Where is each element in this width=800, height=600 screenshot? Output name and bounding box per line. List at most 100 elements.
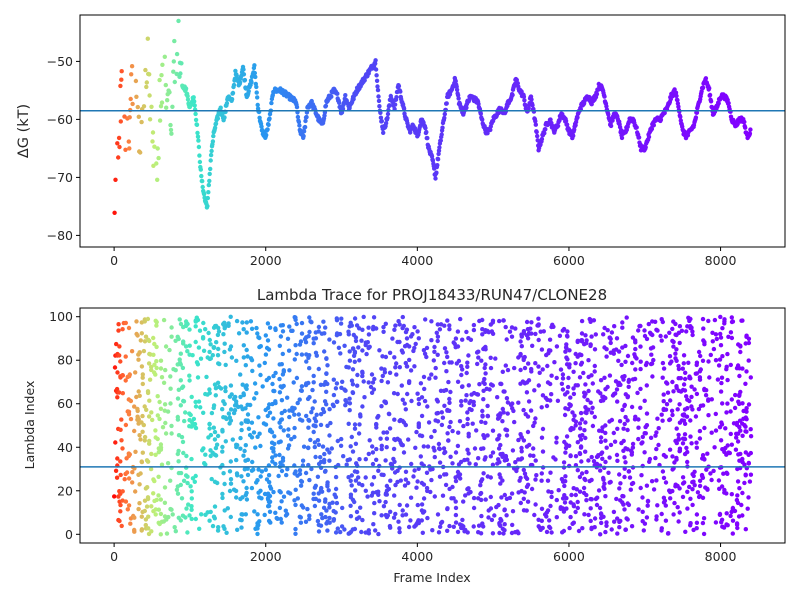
- data-point: [195, 134, 201, 139]
- data-point: [360, 517, 365, 523]
- data-point: [438, 138, 443, 143]
- data-point: [644, 383, 649, 388]
- data-point: [361, 314, 366, 320]
- data-point: [208, 509, 213, 515]
- data-point: [142, 404, 147, 409]
- data-point: [334, 318, 340, 323]
- data-point: [461, 423, 466, 429]
- data-point: [518, 475, 523, 481]
- data-point: [524, 476, 530, 481]
- data-point: [677, 402, 682, 407]
- data-point: [735, 525, 740, 531]
- data-point: [204, 374, 209, 380]
- data-point: [228, 383, 234, 388]
- data-point: [313, 483, 318, 488]
- data-point: [256, 415, 261, 420]
- data-point: [533, 361, 538, 366]
- data-point: [740, 513, 745, 518]
- data-point: [568, 395, 573, 400]
- data-point: [383, 354, 389, 360]
- data-point: [286, 433, 291, 438]
- data-point: [564, 342, 569, 347]
- data-point: [677, 449, 682, 454]
- data-point: [206, 330, 211, 336]
- data-point: [182, 418, 187, 424]
- data-point: [240, 382, 245, 387]
- data-point: [175, 491, 181, 496]
- data-point: [116, 328, 121, 333]
- data-point: [353, 338, 359, 344]
- data-point: [688, 316, 693, 322]
- data-point: [222, 341, 227, 346]
- data-point: [509, 325, 515, 330]
- data-point: [333, 530, 339, 535]
- data-point: [277, 343, 282, 348]
- data-point: [313, 496, 318, 502]
- data-point: [646, 134, 652, 140]
- y-tick-label: −60: [47, 112, 73, 127]
- data-point: [169, 423, 174, 429]
- data-point: [614, 452, 620, 458]
- data-point: [153, 452, 158, 457]
- data-point: [626, 502, 632, 508]
- data-point: [348, 444, 353, 449]
- data-point: [507, 329, 513, 334]
- data-point: [307, 315, 312, 320]
- data-point: [536, 316, 541, 321]
- data-point: [207, 387, 212, 392]
- data-point: [352, 316, 358, 321]
- data-point: [260, 384, 265, 389]
- data-point: [392, 102, 398, 107]
- data-point: [464, 105, 469, 110]
- data-point: [377, 499, 382, 504]
- data-point: [650, 332, 655, 338]
- data-point: [556, 488, 561, 493]
- data-point: [401, 106, 407, 111]
- data-point: [355, 372, 360, 378]
- data-point: [178, 470, 184, 476]
- data-point: [352, 426, 358, 431]
- data-point: [244, 386, 249, 392]
- data-point: [193, 425, 199, 431]
- data-point: [346, 421, 351, 426]
- data-point: [360, 348, 365, 353]
- data-point: [120, 391, 126, 396]
- data-point: [254, 325, 259, 331]
- data-point: [681, 361, 686, 366]
- data-point: [566, 375, 571, 381]
- data-point: [638, 323, 643, 329]
- data-point: [608, 340, 613, 346]
- data-point: [271, 489, 276, 495]
- data-point: [311, 429, 316, 435]
- data-point: [495, 395, 500, 400]
- data-point: [168, 374, 173, 379]
- data-point: [621, 502, 626, 507]
- data-point: [661, 399, 666, 404]
- data-point: [539, 435, 545, 440]
- data-point: [603, 395, 608, 401]
- data-point: [238, 435, 243, 441]
- data-point: [243, 512, 248, 517]
- data-point: [299, 479, 305, 484]
- data-point: [534, 129, 539, 135]
- data-point: [611, 351, 616, 356]
- data-point: [628, 487, 633, 492]
- data-point: [318, 523, 324, 528]
- data-point: [255, 102, 260, 108]
- data-point: [214, 442, 220, 447]
- data-point: [262, 512, 267, 518]
- data-point: [313, 419, 319, 424]
- data-point: [350, 449, 356, 454]
- data-point: [725, 523, 730, 528]
- data-point: [507, 495, 513, 501]
- data-point: [529, 331, 534, 336]
- data-point: [512, 419, 517, 425]
- data-point: [196, 345, 202, 350]
- data-point: [594, 91, 600, 97]
- data-point: [697, 478, 703, 483]
- data-point: [424, 470, 430, 475]
- data-point: [677, 510, 682, 515]
- data-point: [638, 485, 643, 491]
- data-point: [510, 509, 516, 514]
- data-point: [145, 36, 150, 41]
